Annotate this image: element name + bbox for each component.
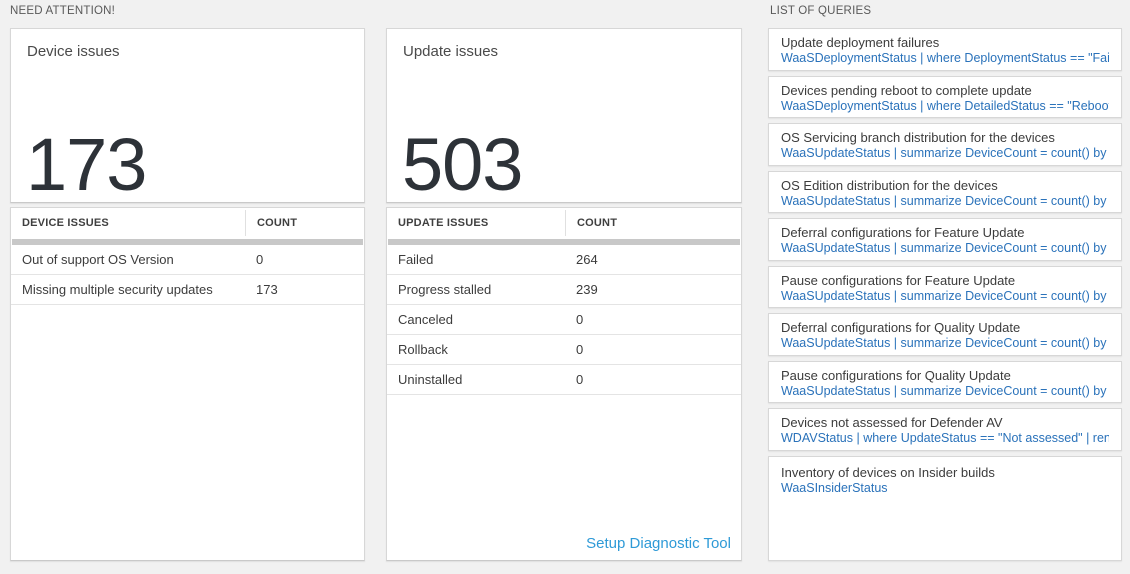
issue-label: Progress stalled — [398, 282, 492, 297]
query-kql-link[interactable]: WaaSUpdateStatus | summarize DeviceCount… — [781, 146, 1109, 160]
device-issues-table: DEVICE ISSUES COUNT Out of support OS Ve… — [10, 207, 365, 561]
device-issues-column-header: DEVICE ISSUES — [22, 217, 109, 229]
query-kql-link[interactable]: WaaSDeploymentStatus | where DetailedSta… — [781, 98, 1109, 113]
query-kql-link[interactable]: WaaSUpdateStatus | summarize DeviceCount… — [781, 288, 1109, 303]
query-kql-link[interactable]: WDAVStatus | where UpdateStatus == "Not … — [781, 431, 1109, 445]
query-title: OS Servicing branch distribution for the… — [781, 130, 1055, 145]
query-title: OS Edition distribution for the devices — [781, 177, 998, 193]
query-list-item[interactable]: Pause configurations for Quality Update … — [768, 360, 1122, 403]
device-issues-tile-title: Device issues — [27, 43, 120, 60]
query-list-item[interactable]: Deferral configurations for Feature Upda… — [768, 218, 1122, 261]
issue-label: Rollback — [398, 342, 448, 357]
query-list-item[interactable]: Deferral configurations for Quality Upda… — [768, 313, 1122, 356]
query-title: Deferral configurations for Feature Upda… — [781, 225, 1025, 240]
issue-count: 173 — [256, 282, 278, 297]
query-list-item[interactable]: Inventory of devices on Insider builds W… — [768, 455, 1122, 561]
count-column-header: COUNT — [257, 217, 298, 229]
query-kql-link[interactable]: WaaSUpdateStatus | summarize DeviceCount… — [781, 193, 1109, 208]
issue-label: Failed — [398, 252, 434, 267]
column-divider — [245, 210, 246, 236]
device-issues-table-header: DEVICE ISSUES COUNT — [11, 208, 364, 238]
device-issues-count: 173 — [26, 123, 147, 206]
query-kql-link[interactable]: WaaSInsiderStatus — [781, 480, 888, 495]
setup-diagnostic-tool-link[interactable]: Setup Diagnostic Tool — [586, 535, 731, 552]
update-issues-tile[interactable]: Update issues 503 — [386, 28, 742, 203]
query-kql-link[interactable]: WaaSUpdateStatus | summarize DeviceCount… — [781, 336, 1109, 350]
need-attention-section-title: NEED ATTENTION! — [10, 5, 116, 17]
update-issues-column-header: UPDATE ISSUES — [398, 217, 489, 229]
issue-count: 264 — [576, 252, 598, 267]
query-title: Pause configurations for Quality Update — [781, 367, 1011, 383]
query-title: Deferral configurations for Quality Upda… — [781, 320, 1021, 335]
table-row[interactable]: Progress stalled 239 — [387, 275, 741, 305]
horizontal-scrollbar[interactable] — [12, 239, 363, 245]
issue-count: 0 — [576, 312, 584, 327]
query-kql-link[interactable]: WaaSDeploymentStatus | where DeploymentS… — [781, 51, 1109, 65]
device-issues-tile[interactable]: Device issues 173 — [10, 28, 365, 203]
update-issues-tile-title: Update issues — [403, 43, 499, 60]
issue-label: Canceled — [398, 312, 453, 327]
table-row[interactable]: Rollback 0 — [387, 335, 741, 365]
query-kql-link[interactable]: WaaSUpdateStatus | summarize DeviceCount… — [781, 241, 1109, 255]
issue-count: 239 — [576, 282, 598, 297]
column-divider — [565, 210, 566, 236]
issue-count: 0 — [576, 342, 584, 357]
query-title: Devices pending reboot to complete updat… — [781, 82, 1032, 98]
table-row[interactable]: Failed 264 — [387, 245, 741, 275]
issue-count: 0 — [256, 252, 264, 267]
table-row[interactable]: Canceled 0 — [387, 305, 741, 335]
table-row[interactable]: Uninstalled 0 — [387, 365, 741, 395]
update-issues-table-header: UPDATE ISSUES COUNT — [387, 208, 741, 238]
update-issues-count: 503 — [402, 123, 523, 206]
query-list-item[interactable]: Devices pending reboot to complete updat… — [768, 75, 1122, 118]
query-list-item[interactable]: OS Edition distribution for the devices … — [768, 170, 1122, 213]
query-list-item[interactable]: OS Servicing branch distribution for the… — [768, 123, 1122, 166]
count-column-header: COUNT — [577, 217, 618, 229]
query-list-item[interactable]: Update deployment failures WaaSDeploymen… — [768, 28, 1122, 71]
update-issues-table: UPDATE ISSUES COUNT Failed 264 Progress … — [386, 207, 742, 561]
issue-count: 0 — [576, 372, 584, 387]
table-row[interactable]: Out of support OS Version 0 — [11, 245, 364, 275]
query-title: Devices not assessed for Defender AV — [781, 415, 1003, 430]
query-kql-link[interactable]: WaaSUpdateStatus | summarize DeviceCount… — [781, 383, 1109, 398]
query-title: Pause configurations for Feature Update — [781, 272, 1016, 288]
query-list-item[interactable]: Devices not assessed for Defender AV WDA… — [768, 408, 1122, 451]
query-title: Inventory of devices on Insider builds — [781, 464, 995, 480]
query-list-item[interactable]: Pause configurations for Feature Update … — [768, 265, 1122, 308]
issue-label: Uninstalled — [398, 372, 463, 387]
query-title: Update deployment failures — [781, 35, 940, 50]
issue-label: Missing multiple security updates — [22, 282, 213, 297]
issue-label: Out of support OS Version — [22, 252, 174, 267]
table-row[interactable]: Missing multiple security updates 173 — [11, 275, 364, 305]
queries-list: Update deployment failures WaaSDeploymen… — [768, 28, 1122, 561]
list-of-queries-section-title: LIST OF QUERIES — [770, 5, 872, 17]
horizontal-scrollbar[interactable] — [388, 239, 740, 245]
